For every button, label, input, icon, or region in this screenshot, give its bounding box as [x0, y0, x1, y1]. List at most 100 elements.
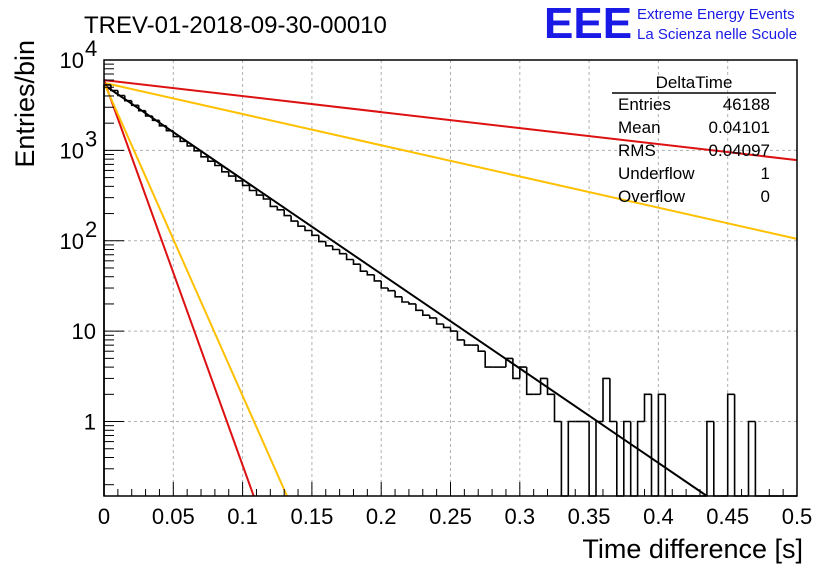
logo-line-1: Extreme Energy Events — [637, 6, 795, 23]
histogram-bin — [636, 420, 645, 496]
histogram-bin — [733, 394, 742, 497]
stats-box: DeltaTime Entries 46188 Mean 0.04101 RMS… — [612, 73, 776, 206]
stats-value-mean: 0.04101 — [709, 118, 770, 137]
histogram-bin — [553, 394, 562, 423]
histogram-bin — [408, 302, 416, 305]
histogram-bin — [623, 420, 631, 496]
histogram-bin — [539, 377, 548, 395]
histogram-bin — [754, 421, 763, 497]
histogram-bin — [401, 296, 409, 303]
x-tick-label: 0.1 — [227, 504, 258, 529]
histogram-bin — [588, 421, 596, 497]
histogram-bin — [331, 245, 340, 251]
logo-mark: EEE — [544, 0, 632, 48]
fit-line-3 — [103, 81, 798, 240]
histogram-bin — [151, 116, 160, 122]
histogram-bin — [512, 358, 520, 380]
fit-line-5 — [103, 82, 288, 497]
stats-value-rms: 0.04097 — [709, 141, 770, 160]
histogram-bin — [165, 125, 174, 132]
histogram-bin — [477, 345, 486, 352]
histogram-bin — [207, 156, 215, 162]
y-tick-exponent: 3 — [85, 126, 97, 151]
histogram-bin — [595, 420, 603, 496]
histogram-bin — [318, 235, 326, 243]
stats-label-overflow: Overflow — [618, 187, 686, 206]
histogram-bin — [650, 394, 659, 497]
grid — [104, 60, 797, 496]
stats-label-underflow: Underflow — [618, 164, 695, 183]
histogram-bin — [560, 421, 569, 497]
fit-line-1 — [103, 84, 708, 497]
histogram-bin — [193, 145, 201, 152]
histogram-bin — [158, 120, 167, 127]
axes — [103, 59, 798, 497]
x-tick-label: 0.4 — [643, 504, 674, 529]
histogram-bin — [664, 394, 673, 497]
histogram-bin — [657, 393, 666, 496]
fit-line-4 — [103, 79, 255, 497]
fit-lines — [103, 79, 798, 497]
x-tick-label: 0.45 — [706, 504, 749, 529]
stats-label-mean: Mean — [618, 118, 661, 137]
chart-title: TREV-01-2018-09-30-00010 — [84, 12, 387, 39]
histogram-bin — [394, 290, 402, 298]
histogram-bin — [179, 136, 188, 143]
histogram-bin — [387, 288, 396, 292]
x-tick-label: 0 — [98, 504, 110, 529]
stats-label-rms: RMS — [618, 141, 656, 160]
x-tick-label: 0.5 — [782, 504, 813, 529]
histogram-bin — [234, 176, 243, 182]
x-tick-label: 0.05 — [152, 504, 195, 529]
histogram-bin — [103, 84, 111, 496]
histogram-bin — [241, 180, 250, 187]
histogram-bin — [200, 150, 208, 158]
histogram-bin — [283, 209, 292, 217]
histogram-bin — [422, 310, 430, 316]
histogram-bin — [144, 110, 153, 117]
y-tick-label: 10 — [60, 229, 84, 254]
histogram-bin — [345, 253, 354, 261]
histogram-bin — [186, 141, 195, 147]
histogram-bin — [269, 199, 278, 208]
y-tick-exponent: 2 — [85, 217, 97, 242]
histogram-bin — [373, 274, 382, 282]
y-axis-title: Entries/bin — [10, 40, 40, 168]
histogram-bin — [130, 100, 139, 107]
histogram-bin — [304, 226, 312, 232]
histogram-bin — [221, 165, 229, 173]
histogram-bin — [546, 378, 555, 396]
histogram-bin — [380, 280, 389, 289]
histogram-bin — [713, 421, 721, 497]
histogram-bin — [706, 420, 714, 496]
histogram-bin — [172, 130, 181, 138]
histogram-bin — [602, 377, 610, 422]
stats-label-entries: Entries — [618, 95, 671, 114]
histogram-bin — [747, 420, 756, 496]
histogram-bin — [214, 161, 222, 167]
histogram-bin — [366, 271, 375, 276]
histogram-bin — [359, 264, 368, 272]
histogram-bin — [567, 420, 576, 496]
x-tick-label: 0.2 — [366, 504, 397, 529]
y-tick-label: 10 — [72, 319, 96, 344]
stats-value-underflow: 1 — [761, 164, 770, 183]
histogram-bin — [449, 327, 458, 332]
histogram-bin — [325, 241, 333, 247]
histogram-bin — [484, 351, 493, 368]
fit-line-2 — [103, 79, 798, 162]
histogram-bin — [525, 367, 534, 396]
y-tick-label: 1 — [84, 410, 96, 435]
y-tick-label: 10 — [60, 48, 84, 73]
x-tick-label: 0.25 — [429, 504, 472, 529]
histogram-bin — [137, 105, 146, 112]
histogram-bin — [117, 90, 125, 97]
histogram-bin — [276, 206, 285, 211]
x-tick-label: 0.3 — [505, 504, 536, 529]
histogram-bin — [428, 315, 437, 319]
x-axis-title: Time difference [s] — [582, 534, 803, 564]
histogram-bin — [609, 378, 617, 423]
histogram-bin — [643, 393, 652, 422]
